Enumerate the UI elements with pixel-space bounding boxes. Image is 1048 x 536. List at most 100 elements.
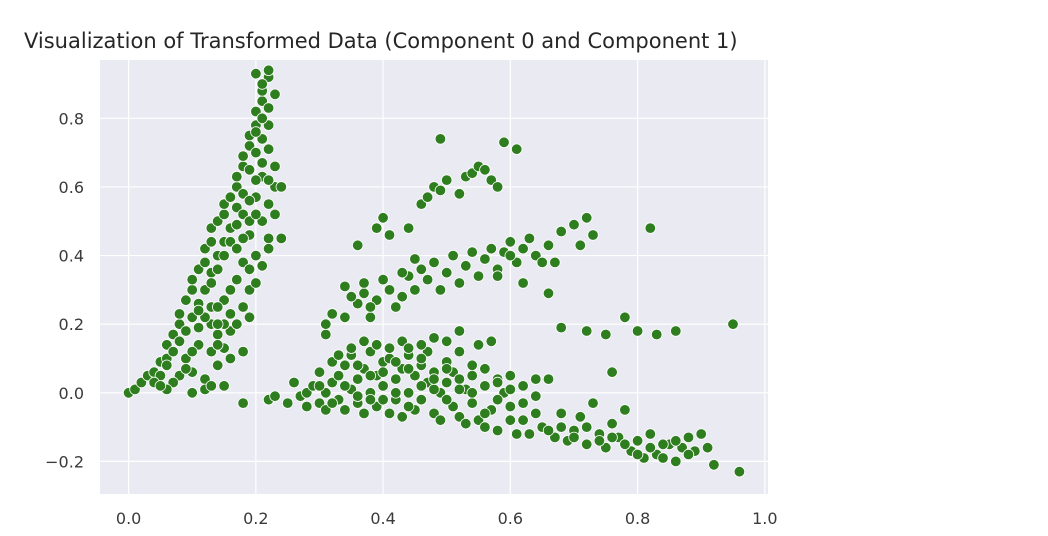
data-point bbox=[631, 325, 644, 337]
data-point bbox=[593, 435, 606, 447]
data-point bbox=[670, 435, 682, 447]
data-point bbox=[383, 342, 396, 354]
data-point bbox=[542, 239, 555, 252]
data-point bbox=[173, 335, 186, 348]
data-point bbox=[224, 308, 237, 320]
data-point bbox=[530, 407, 542, 420]
data-point bbox=[167, 345, 179, 358]
x-axis-ticks: 0.0 0.2 0.4 0.6 0.8 1.0 bbox=[116, 509, 778, 528]
data-point bbox=[421, 273, 434, 286]
data-point bbox=[313, 380, 326, 392]
data-point bbox=[211, 328, 224, 341]
data-point bbox=[364, 369, 377, 382]
data-point bbox=[581, 421, 593, 433]
data-point bbox=[415, 352, 428, 365]
data-point bbox=[402, 363, 415, 375]
data-point bbox=[619, 404, 631, 416]
y-tick-label: 0.8 bbox=[59, 109, 84, 128]
data-point bbox=[631, 435, 644, 447]
data-point bbox=[409, 284, 421, 296]
y-tick-label: 0.2 bbox=[59, 315, 84, 334]
data-point bbox=[472, 339, 485, 351]
data-point bbox=[269, 160, 281, 173]
data-point bbox=[250, 126, 262, 138]
data-point bbox=[708, 459, 720, 471]
data-point bbox=[441, 394, 453, 406]
data-point bbox=[180, 294, 192, 306]
data-point bbox=[364, 394, 377, 406]
data-point bbox=[670, 325, 682, 337]
data-point bbox=[701, 442, 714, 454]
data-point bbox=[383, 229, 396, 241]
data-point bbox=[542, 424, 555, 437]
data-point bbox=[453, 345, 466, 358]
data-point bbox=[154, 380, 167, 392]
data-point bbox=[517, 277, 529, 289]
data-point bbox=[250, 249, 262, 262]
data-point bbox=[180, 363, 192, 375]
data-point bbox=[231, 273, 243, 286]
data-point bbox=[256, 260, 268, 272]
data-point bbox=[224, 284, 237, 296]
data-point bbox=[199, 256, 211, 269]
data-point bbox=[651, 328, 663, 341]
data-point bbox=[453, 188, 466, 200]
data-point bbox=[262, 143, 275, 155]
data-point bbox=[409, 253, 421, 265]
data-point bbox=[211, 301, 224, 313]
data-point bbox=[237, 150, 249, 162]
data-point bbox=[606, 366, 618, 378]
data-point bbox=[491, 270, 504, 282]
data-point bbox=[530, 390, 542, 402]
data-point bbox=[269, 390, 281, 402]
data-point bbox=[161, 359, 173, 372]
data-point bbox=[358, 277, 370, 289]
data-point bbox=[320, 318, 332, 330]
data-point bbox=[479, 253, 491, 265]
data-point bbox=[644, 222, 657, 234]
data-point bbox=[377, 273, 389, 286]
data-point bbox=[542, 373, 555, 385]
data-point bbox=[491, 181, 504, 193]
data-point bbox=[498, 136, 510, 149]
x-tick-label: 0.4 bbox=[370, 509, 395, 528]
data-point bbox=[231, 318, 243, 330]
data-point bbox=[453, 325, 466, 337]
data-point bbox=[466, 387, 478, 399]
x-tick-label: 0.0 bbox=[116, 509, 141, 528]
data-point bbox=[428, 256, 440, 269]
data-point bbox=[619, 438, 631, 451]
data-point bbox=[224, 352, 237, 365]
data-point bbox=[491, 394, 504, 406]
data-point bbox=[727, 318, 739, 330]
data-point bbox=[345, 291, 358, 303]
data-point bbox=[186, 284, 198, 296]
data-points bbox=[122, 64, 746, 478]
data-point bbox=[364, 311, 377, 324]
data-point bbox=[555, 321, 567, 334]
data-point bbox=[491, 376, 504, 389]
data-point bbox=[371, 339, 383, 351]
data-point bbox=[186, 273, 198, 286]
data-point bbox=[485, 335, 498, 348]
data-point bbox=[517, 397, 529, 409]
data-point bbox=[504, 414, 517, 426]
data-point bbox=[396, 411, 408, 423]
data-point bbox=[326, 397, 338, 409]
data-point bbox=[485, 242, 498, 255]
data-point bbox=[288, 376, 300, 389]
data-point bbox=[568, 431, 580, 444]
data-point bbox=[377, 380, 389, 392]
data-point bbox=[250, 174, 262, 186]
data-point bbox=[523, 232, 536, 245]
data-point bbox=[237, 397, 249, 409]
data-point bbox=[574, 239, 587, 252]
data-point bbox=[402, 342, 415, 354]
grid-lines bbox=[100, 60, 768, 494]
data-point bbox=[192, 304, 205, 317]
data-point bbox=[383, 284, 396, 296]
data-point bbox=[173, 308, 186, 320]
data-point bbox=[269, 208, 281, 221]
data-point bbox=[517, 380, 529, 392]
data-point bbox=[415, 339, 428, 351]
